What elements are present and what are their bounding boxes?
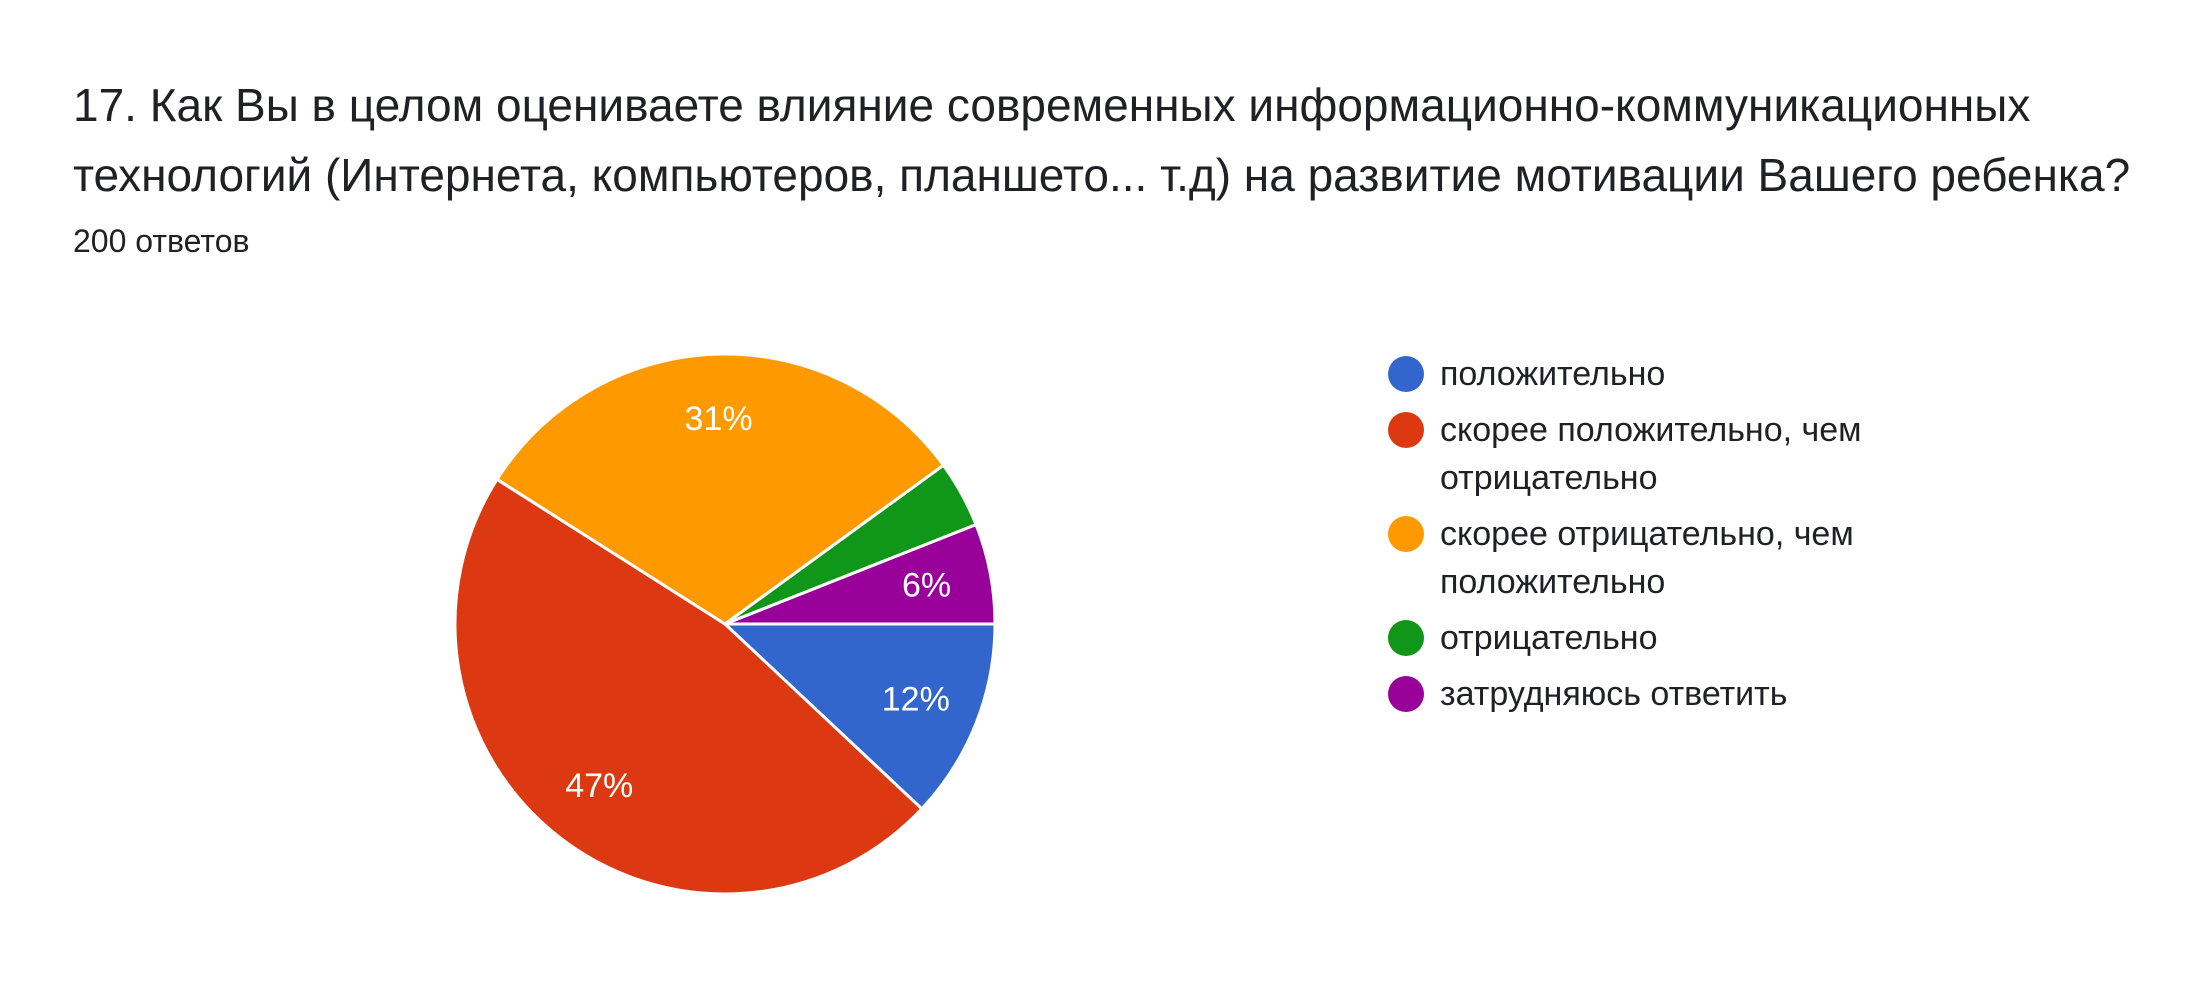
legend-item-1[interactable]: положительно <box>1388 350 2028 398</box>
legend-label: положительно <box>1440 355 1666 393</box>
legend-swatch-icon <box>1388 620 1424 656</box>
pie-slice-label-2: 47% <box>565 767 633 805</box>
question-title: 17. Как Вы в целом оцениваете влияние со… <box>73 79 2131 201</box>
legend-label: затрудняюсь ответить <box>1440 675 1788 713</box>
legend-label: отрицательно <box>1440 619 1658 657</box>
legend-item-3[interactable]: скорее отрицательно, чем положительно <box>1388 510 2028 606</box>
legend-item-5[interactable]: затрудняюсь ответить <box>1388 670 2028 718</box>
legend-swatch-icon <box>1388 412 1424 448</box>
pie-slice-2[interactable] <box>453 477 924 896</box>
pie-slice-label-1: 12% <box>882 681 950 719</box>
pie-slice-label-5: 6% <box>902 567 951 605</box>
legend-swatch-icon <box>1388 676 1424 712</box>
pie-slice-5[interactable] <box>724 522 997 626</box>
legend-item-4[interactable]: отрицательно <box>1388 614 2028 662</box>
legend-item-2[interactable]: скорее положительно, чем отрицательно <box>1388 406 2028 502</box>
pie-slice-label-3: 31% <box>685 400 753 438</box>
response-count: 200 ответов <box>73 223 250 259</box>
pie-slice-1[interactable] <box>721 622 997 811</box>
legend-label: скорее положительно, чем отрицательно <box>1440 411 1862 497</box>
chart-legend: положительно скорее положительно, чем отр… <box>1388 350 2028 726</box>
legend-swatch-icon <box>1388 516 1424 552</box>
pie-chart: 12% 47% 31% 6% <box>453 352 997 896</box>
legend-label: скорее отрицательно, чем положительно <box>1440 515 1854 601</box>
legend-swatch-icon <box>1388 356 1424 392</box>
pie-slice-3[interactable] <box>494 352 946 626</box>
